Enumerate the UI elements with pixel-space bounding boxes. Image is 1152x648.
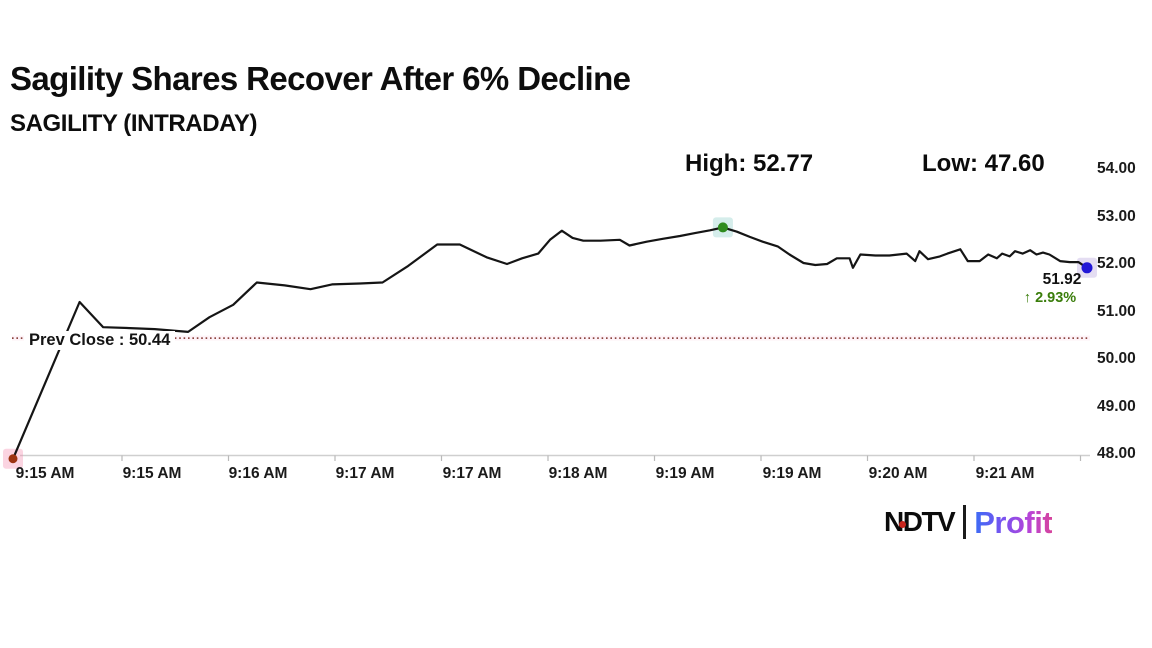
x-axis-label: 9:15 AM <box>122 465 182 482</box>
x-axis-label: 9:15 AM <box>15 465 75 482</box>
ndtv-profit-logo: NDTV Profit <box>884 504 1053 540</box>
y-axis-label: 50.00 <box>1097 350 1136 367</box>
x-axis-label: 9:20 AM <box>868 465 928 482</box>
ndtv-red-dot-icon <box>899 521 906 528</box>
open-marker <box>8 454 18 464</box>
x-axis-label: 9:18 AM <box>548 465 608 482</box>
low-value-label: Low: 47.60 <box>922 150 1045 177</box>
y-axis-label: 53.00 <box>1097 207 1136 225</box>
y-axis-label: 51.00 <box>1097 302 1136 320</box>
x-axis-label: 9:21 AM <box>975 465 1035 482</box>
last-price-label: 51.92 <box>1042 271 1082 288</box>
page-title: Sagility Shares Recover After 6% Decline <box>10 60 631 97</box>
y-axis-label: 49.00 <box>1097 397 1136 415</box>
y-axis-label: 54.00 <box>1097 160 1136 177</box>
profit-logo-text: Profit <box>974 504 1053 540</box>
x-axis-label: 9:16 AM <box>228 465 288 482</box>
high-marker <box>717 222 728 233</box>
x-axis-label: 9:19 AM <box>655 465 715 482</box>
y-axis-label: 48.00 <box>1097 445 1136 462</box>
price-line <box>11 226 1089 460</box>
high-value-label: High: 52.77 <box>685 150 814 177</box>
x-axis-label: 9:19 AM <box>762 465 822 482</box>
prev-close-label: Prev Close : 50.44 <box>24 331 176 350</box>
x-axis-label: 9:17 AM <box>335 465 395 482</box>
logo-divider <box>963 505 967 539</box>
last-marker <box>1081 262 1093 274</box>
ndtv-logo-text: NDTV <box>884 506 956 537</box>
prev-close-band <box>12 335 1090 341</box>
chart-subtitle: SAGILITY (INTRADAY) <box>10 110 258 137</box>
y-axis-label: 52.00 <box>1097 255 1136 272</box>
change-percent-label: ↑ 2.93% <box>1023 290 1077 306</box>
x-axis-label: 9:17 AM <box>442 465 502 482</box>
